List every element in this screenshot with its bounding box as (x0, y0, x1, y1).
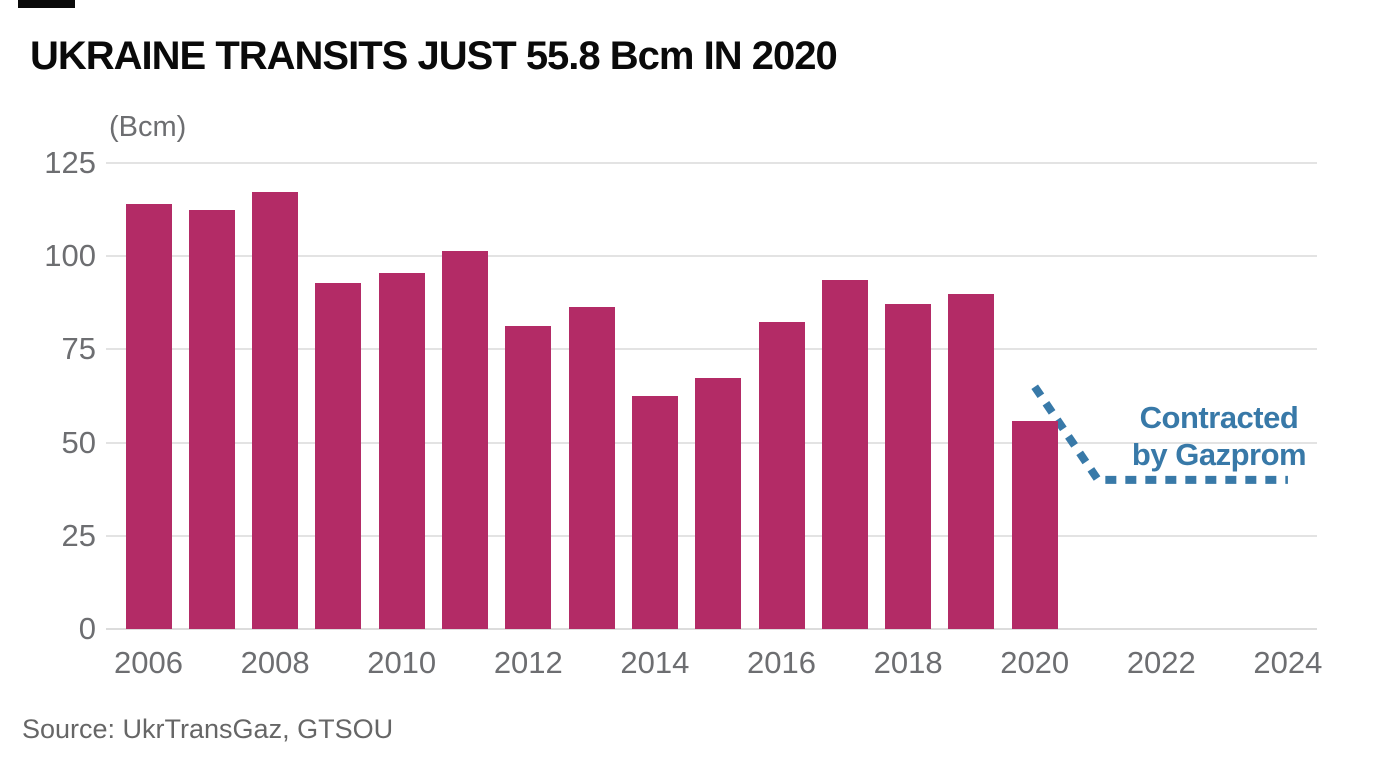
x-tick-label-2024: 2024 (1253, 645, 1323, 680)
y-axis-unit-label: (Bcm) (109, 111, 187, 143)
contracted-by-gazprom-label: Contracted by Gazprom (1124, 399, 1314, 473)
y-tick-label-50: 50 (61, 424, 96, 460)
bar-2009 (315, 283, 362, 629)
bar-2011 (442, 250, 488, 629)
x-tick-label-2022: 2022 (1126, 645, 1196, 680)
bar-2016 (758, 322, 805, 629)
cropped-header-fragment (18, 0, 75, 8)
annotation-line-2: by Gazprom (1131, 437, 1307, 472)
gridline-125 (106, 162, 1317, 164)
gridline-100 (106, 255, 1317, 258)
bar-2012 (505, 325, 552, 629)
bar-2014 (631, 396, 678, 629)
y-tick-label-125: 125 (44, 145, 96, 180)
x-tick-label-2006: 2006 (114, 645, 183, 680)
bar-2015 (695, 378, 742, 629)
x-tick-label-2016: 2016 (747, 645, 816, 680)
x-tick-label-2008: 2008 (240, 645, 310, 680)
chart-title: UKRAINE TRANSITS JUST 55.8 Bcm IN 2020 (30, 34, 838, 78)
x-tick-label-2018: 2018 (873, 645, 943, 680)
x-tick-label-2012: 2012 (493, 645, 563, 680)
y-tick-label-25: 25 (61, 517, 96, 553)
bar-2019 (948, 293, 995, 629)
bar-2008 (252, 192, 299, 629)
bar-2018 (885, 303, 932, 629)
x-tick-label-2010: 2010 (367, 645, 437, 680)
bar-2006 (125, 204, 172, 629)
x-tick-label-2014: 2014 (620, 645, 690, 680)
bar-2020 (1011, 420, 1058, 629)
gridline-0 (106, 628, 1317, 630)
x-tick-label-2020: 2020 (1000, 645, 1070, 680)
y-tick-label-0: 0 (78, 611, 96, 646)
bar-2017 (821, 280, 868, 629)
annotation-line-1: Contracted (1139, 400, 1299, 435)
source-attribution: Source: UkrTransGaz, GTSOU (22, 714, 394, 744)
y-tick-label-100: 100 (44, 238, 96, 274)
bar-2010 (378, 272, 425, 629)
bar-2007 (188, 209, 235, 629)
bar-2013 (568, 306, 615, 629)
y-tick-label-75: 75 (61, 331, 96, 367)
gridline-75 (106, 348, 1317, 351)
